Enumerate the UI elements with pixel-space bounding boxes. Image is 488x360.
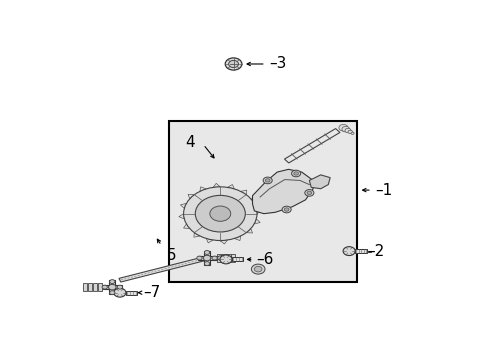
Bar — [102, 285, 122, 289]
Bar — [232, 257, 243, 261]
Circle shape — [265, 179, 269, 182]
Circle shape — [304, 190, 313, 196]
Bar — [83, 283, 87, 291]
Polygon shape — [240, 190, 246, 195]
Circle shape — [204, 251, 209, 255]
Polygon shape — [193, 233, 200, 237]
Circle shape — [228, 60, 238, 68]
Circle shape — [344, 128, 350, 133]
Polygon shape — [246, 229, 252, 233]
Polygon shape — [366, 251, 370, 252]
Circle shape — [338, 125, 347, 131]
Bar — [169, 121, 356, 282]
Bar — [109, 280, 115, 294]
Circle shape — [211, 256, 217, 260]
Polygon shape — [183, 224, 189, 229]
Circle shape — [109, 280, 115, 284]
Polygon shape — [254, 219, 260, 224]
Circle shape — [350, 132, 353, 134]
Circle shape — [225, 58, 242, 70]
Bar — [93, 283, 97, 291]
Bar — [216, 254, 220, 262]
Circle shape — [102, 285, 107, 289]
Circle shape — [343, 247, 354, 256]
Circle shape — [293, 172, 298, 175]
Circle shape — [347, 130, 352, 134]
Circle shape — [251, 264, 264, 274]
Circle shape — [306, 191, 311, 194]
Polygon shape — [252, 169, 312, 214]
Polygon shape — [206, 238, 213, 243]
Polygon shape — [179, 214, 184, 219]
Polygon shape — [119, 256, 207, 282]
Text: 5: 5 — [166, 248, 176, 263]
Circle shape — [263, 177, 272, 184]
Polygon shape — [227, 184, 234, 189]
Polygon shape — [180, 203, 186, 208]
Text: –2: –2 — [366, 244, 384, 258]
Polygon shape — [200, 187, 206, 192]
Text: –7: –7 — [143, 285, 161, 300]
Polygon shape — [309, 175, 329, 189]
Polygon shape — [213, 183, 220, 187]
Circle shape — [341, 126, 349, 132]
Circle shape — [203, 255, 210, 261]
Bar — [226, 254, 230, 262]
Text: –6: –6 — [256, 252, 273, 267]
Circle shape — [284, 208, 288, 211]
Polygon shape — [188, 194, 194, 199]
Bar — [354, 249, 366, 253]
Circle shape — [196, 256, 202, 260]
Circle shape — [183, 187, 257, 240]
Circle shape — [195, 195, 245, 232]
Circle shape — [217, 256, 223, 260]
Circle shape — [117, 285, 122, 289]
Polygon shape — [250, 199, 257, 203]
Polygon shape — [256, 208, 261, 214]
Polygon shape — [234, 236, 240, 240]
Circle shape — [220, 255, 232, 264]
Text: –1: –1 — [374, 183, 391, 198]
Bar — [197, 256, 216, 260]
Circle shape — [109, 291, 115, 294]
Polygon shape — [220, 240, 227, 244]
Circle shape — [209, 206, 230, 221]
Circle shape — [282, 206, 290, 213]
Bar — [98, 283, 102, 291]
Circle shape — [254, 266, 262, 272]
Circle shape — [108, 284, 116, 290]
Text: –3: –3 — [268, 57, 285, 72]
Circle shape — [114, 288, 126, 297]
Text: 4: 4 — [185, 135, 194, 150]
Bar — [221, 254, 225, 262]
Bar — [126, 291, 137, 294]
Bar — [88, 283, 92, 291]
Circle shape — [291, 170, 300, 177]
Circle shape — [204, 262, 209, 266]
Bar — [231, 254, 235, 262]
Polygon shape — [284, 129, 339, 163]
Bar — [203, 251, 210, 265]
